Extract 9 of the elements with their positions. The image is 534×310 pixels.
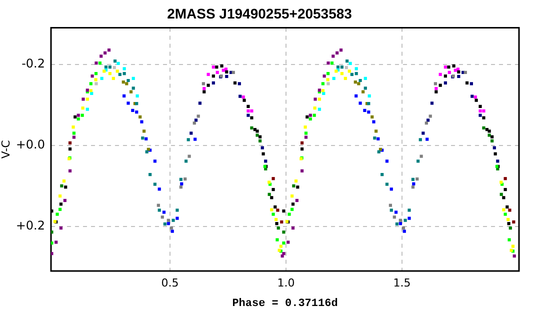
y-tick-label: -0.2 <box>22 56 45 70</box>
x-tick-label: 0.5 <box>161 276 179 290</box>
x-tick-label: 1.5 <box>393 276 411 290</box>
x-tick-label: 1.0 <box>277 276 295 290</box>
chart-title: 2MASS J19490255+2053583 <box>167 5 352 22</box>
y-axis-title: V-C <box>0 140 12 159</box>
y-tick-label: +0.0 <box>16 137 45 152</box>
y-tick-label: +0.2 <box>16 218 45 233</box>
x-axis-title: Phase = 0.37116d <box>232 298 338 310</box>
